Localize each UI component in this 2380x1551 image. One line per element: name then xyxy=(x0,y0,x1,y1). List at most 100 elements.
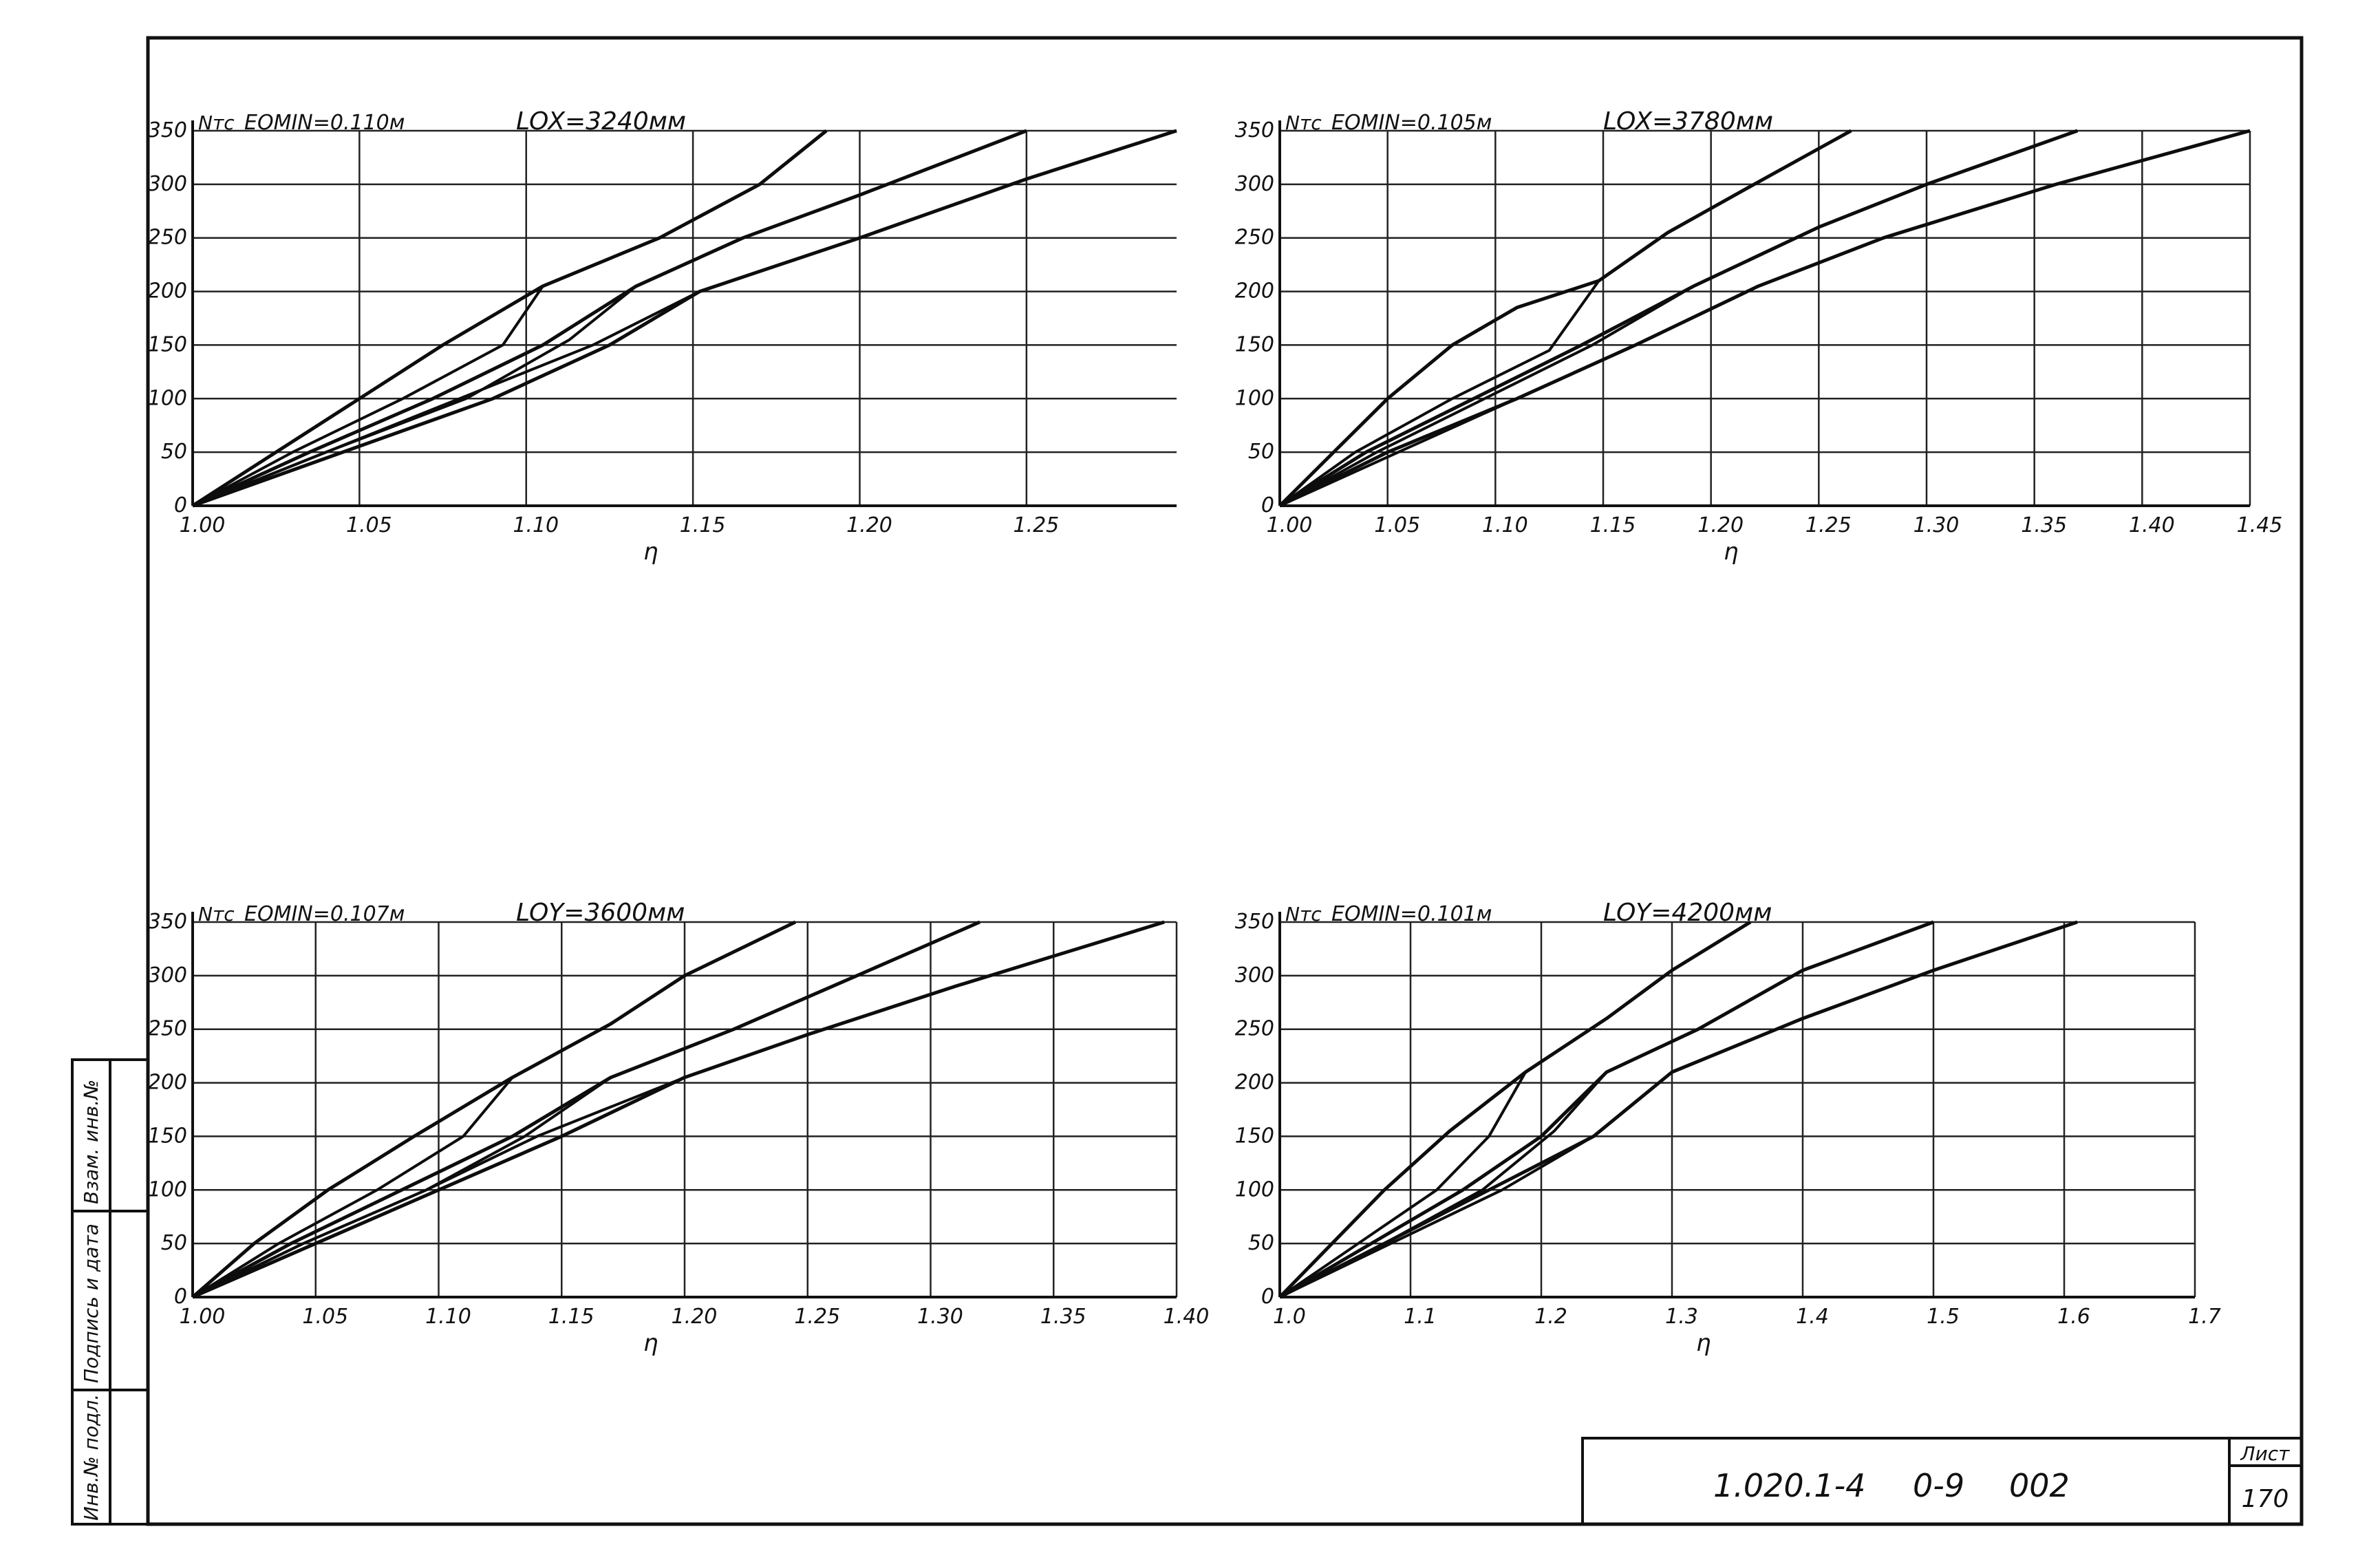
x-tick-label: 1.10 xyxy=(513,513,559,537)
y-axis-label: Nтс xyxy=(198,111,235,134)
y-tick-label: 150 xyxy=(148,1124,187,1148)
chart-title-length: LOY=3600мм xyxy=(516,899,685,927)
chart-title-length: LOX=3240мм xyxy=(516,107,686,136)
x-tick-label: 1.10 xyxy=(425,1305,471,1329)
chart-title-eomin: EOMIN=0.107м xyxy=(244,902,405,926)
y-tick-label: 200 xyxy=(148,279,187,303)
y-axis-label: Nтс xyxy=(198,903,235,926)
y-tick-label: 250 xyxy=(148,1017,187,1041)
series-line-5 xyxy=(192,920,1165,1299)
x-axis-label: η xyxy=(1696,1329,1711,1357)
x-tick-label: 1.00 xyxy=(180,1305,226,1329)
side-field-inv-number: Инв.№ подл. xyxy=(80,1394,103,1521)
x-tick-label: 1.25 xyxy=(1013,513,1059,537)
y-tick-label: 300 xyxy=(1235,963,1274,987)
series-line-1 xyxy=(191,920,796,1298)
series-line-3 xyxy=(191,920,980,1299)
y-tick-label: 100 xyxy=(148,386,187,410)
doc-sheet-code: 002 xyxy=(2009,1467,2070,1504)
y-tick-label: 150 xyxy=(1235,332,1274,356)
y-tick-label: 0 xyxy=(174,1285,187,1309)
series-line-2 xyxy=(192,285,544,507)
x-tick-label: 1.35 xyxy=(2021,513,2067,537)
x-tick-label: 1.40 xyxy=(1164,1305,1210,1329)
chart-panel-1: 0 50 100 150 200 250 300 350 1.00 1.05 1.10 1.15 1.2… xyxy=(148,107,1177,566)
series-line-5 xyxy=(1278,129,2251,508)
y-tick-label: 50 xyxy=(161,1231,187,1255)
sheet-number: 170 xyxy=(2242,1485,2289,1513)
series-line-6 xyxy=(192,290,700,507)
x-tick-label: 1.30 xyxy=(917,1305,963,1329)
y-tick-label: 50 xyxy=(1248,1231,1274,1255)
y-tick-label: 300 xyxy=(148,172,187,196)
x-tick-label: 1.15 xyxy=(1590,513,1636,537)
y-tick-label: 150 xyxy=(1235,1124,1274,1148)
x-tick-label: 1.20 xyxy=(672,1305,718,1329)
series-line-6 xyxy=(1279,1071,1673,1298)
series-line-4 xyxy=(192,285,637,507)
series-line-6 xyxy=(1279,284,1759,507)
doc-code: 1.020.1-4 xyxy=(1713,1467,1865,1504)
y-axis-label: Nтс xyxy=(1285,111,1322,134)
y-tick-label: 100 xyxy=(1235,386,1274,410)
x-tick-label: 1.05 xyxy=(302,1305,348,1329)
x-tick-label: 1.10 xyxy=(1482,513,1528,537)
sheet-label: Лист xyxy=(2240,1442,2291,1465)
side-field-signature-date: Подпись и дата xyxy=(80,1223,103,1383)
series-line-2 xyxy=(191,1076,514,1298)
y-tick-label: 250 xyxy=(148,226,187,250)
chart-title-eomin: EOMIN=0.101м xyxy=(1331,902,1492,926)
doc-number: 0-9 xyxy=(1913,1467,1964,1504)
x-tick-label: 1.15 xyxy=(680,513,726,537)
x-tick-label: 1.20 xyxy=(1697,513,1744,537)
y-tick-label: 300 xyxy=(148,963,187,987)
series-line-1 xyxy=(1278,129,1852,507)
series-line-2 xyxy=(1278,279,1600,507)
chart-panel-3: 0 50 100 150 200 250 300 350 1.00 1.05 1.10 1.15 1.2… xyxy=(148,899,1210,1357)
series-line-2 xyxy=(1278,1071,1527,1298)
title-block: 1.020.1-4 0-9 002 Лист 170 xyxy=(1581,1437,2303,1526)
series-line-3 xyxy=(191,129,1027,508)
y-tick-label: 350 xyxy=(1235,910,1274,934)
title-block-frame xyxy=(1581,1437,2303,1526)
x-tick-label: 1.45 xyxy=(2237,513,2283,537)
x-tick-label: 1.2 xyxy=(1534,1305,1567,1329)
series-line-3 xyxy=(1278,129,2079,508)
x-tick-label: 1.25 xyxy=(1805,513,1852,537)
x-tick-label: 1.25 xyxy=(794,1305,840,1329)
chart-title-length: LOX=3780мм xyxy=(1603,107,1773,136)
y-tick-label: 300 xyxy=(1235,172,1274,196)
x-tick-label: 1.00 xyxy=(180,513,226,537)
x-tick-label: 1.05 xyxy=(346,513,392,537)
side-strip: Инв.№ подл. Подпись и дата Взам. инв.№ xyxy=(71,1058,149,1526)
x-axis-label: η xyxy=(1724,538,1739,566)
y-tick-label: 0 xyxy=(1261,493,1274,517)
y-tick-label: 200 xyxy=(1235,1071,1274,1095)
x-tick-label: 1.7 xyxy=(2188,1305,2221,1329)
x-tick-label: 1.6 xyxy=(2057,1305,2090,1329)
x-tick-label: 1.15 xyxy=(548,1305,594,1329)
y-tick-label: 0 xyxy=(174,493,187,517)
series-line-4 xyxy=(1279,285,1695,507)
side-field-replacement-inv: Взам. инв.№ xyxy=(80,1080,103,1204)
series-line-6 xyxy=(192,1076,685,1298)
x-tick-label: 1.1 xyxy=(1404,1305,1437,1329)
x-tick-label: 1.4 xyxy=(1796,1305,1829,1329)
x-tick-label: 1.35 xyxy=(1040,1305,1086,1329)
x-tick-label: 1.05 xyxy=(1374,513,1420,537)
chart-title-eomin: EOMIN=0.110м xyxy=(244,111,405,135)
y-tick-label: 200 xyxy=(1235,279,1274,303)
y-tick-label: 100 xyxy=(1235,1177,1274,1201)
chart-title-eomin: EOMIN=0.105м xyxy=(1331,111,1492,135)
y-tick-label: 50 xyxy=(1248,440,1274,464)
y-tick-label: 350 xyxy=(148,118,187,142)
x-tick-label: 1.30 xyxy=(1913,513,1960,537)
y-tick-label: 350 xyxy=(1235,118,1274,142)
y-tick-label: 250 xyxy=(1235,226,1274,250)
y-tick-label: 0 xyxy=(1261,1285,1274,1309)
y-tick-label: 350 xyxy=(148,910,187,934)
y-tick-label: 200 xyxy=(148,1071,187,1095)
y-tick-label: 100 xyxy=(148,1177,187,1201)
